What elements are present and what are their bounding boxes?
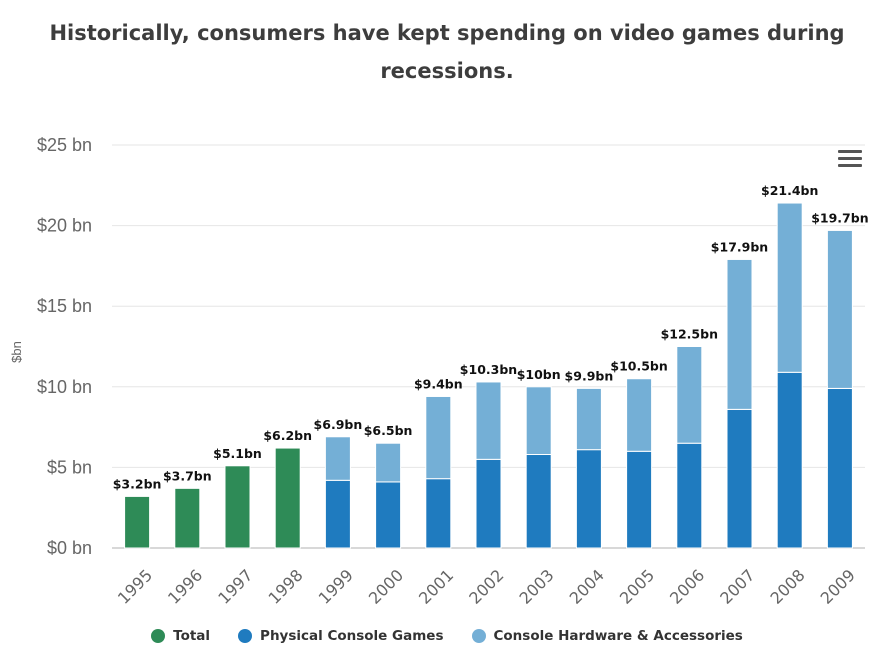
chart-title-line-1: Historically, consumers have kept spendi…	[49, 21, 845, 45]
data-label: $3.7bn	[163, 468, 212, 483]
x-tick-label: 2000	[365, 566, 407, 608]
data-label: $9.4bn	[414, 376, 463, 391]
bar-physical-console-games-2003[interactable]	[525, 454, 552, 549]
x-tick-label: 1996	[164, 566, 206, 608]
bar-physical-console-games-2009[interactable]	[826, 387, 853, 549]
x-tick-label: 2009	[817, 566, 859, 608]
data-label: $6.2bn	[263, 428, 312, 443]
bar-physical-console-games-2006[interactable]	[676, 442, 703, 549]
data-label: $19.7bn	[811, 210, 868, 225]
data-label: $5.1bn	[213, 446, 262, 461]
hamburger-menu-icon-line	[838, 157, 862, 160]
bar-console-hardware-accessories-2007[interactable]	[726, 258, 753, 410]
legend-item-console-hardware-accessories[interactable]: Console Hardware & Accessories	[471, 628, 743, 644]
data-label: $3.2bn	[113, 476, 162, 491]
x-tick-label: 1995	[114, 566, 156, 608]
y-tick-label: $15 bn	[37, 296, 92, 316]
x-tick-label: 1998	[264, 566, 306, 608]
data-labels: $3.2bn$3.7bn$5.1bn$6.2bn$6.9bn $6.5bn $9.4…	[113, 183, 869, 491]
bar-console-hardware-accessories-2002[interactable]	[475, 381, 502, 460]
bar-console-hardware-accessories-2003[interactable]	[525, 386, 552, 456]
legend-label: Total	[173, 628, 211, 644]
bar-physical-console-games-2002[interactable]	[475, 458, 502, 549]
data-label: $10bn	[517, 367, 561, 382]
x-tick-label: 2007	[716, 566, 758, 608]
bar-total-1997[interactable]	[224, 465, 251, 549]
legend-item-physical-console-games[interactable]: Physical Console Games	[238, 628, 444, 644]
data-label: $17.9bn	[711, 239, 768, 254]
hamburger-menu-icon-line	[838, 164, 862, 167]
bar-console-hardware-accessories-2001[interactable]	[425, 395, 452, 480]
data-label: $10.5bn	[610, 359, 667, 374]
y-tick-label: $0 bn	[47, 538, 92, 558]
bar-total-1996[interactable]	[174, 487, 201, 549]
bar-physical-console-games-2005[interactable]	[626, 450, 653, 549]
chart-title: Historically, consumers have kept spendi…	[0, 14, 894, 90]
x-tick-label: 1999	[315, 566, 357, 608]
chart-menu-button[interactable]	[838, 150, 862, 172]
bar-physical-console-games-2007[interactable]	[726, 408, 753, 549]
data-label: $12.5bn	[661, 327, 718, 342]
bar-physical-console-games-1999[interactable]	[324, 479, 351, 549]
legend-marker-icon	[471, 629, 486, 643]
x-tick-label: 2002	[465, 566, 507, 608]
hamburger-menu-icon	[838, 150, 862, 153]
legend-label: Console Hardware & Accessories	[493, 628, 743, 644]
y-tick-label: $10 bn	[37, 377, 92, 397]
legend-marker-icon	[151, 629, 166, 643]
bar-console-hardware-accessories-2008[interactable]	[776, 202, 803, 373]
y-tick-label: $5 bn	[47, 457, 92, 477]
bar-total-1995[interactable]	[124, 495, 151, 549]
bar-console-hardware-accessories-2004[interactable]	[575, 387, 602, 451]
bar-physical-console-games-2004[interactable]	[575, 449, 602, 549]
bar-console-hardware-accessories-2006[interactable]	[676, 346, 703, 444]
bar-physical-console-games-2008[interactable]	[776, 371, 803, 549]
x-tick-label: 2003	[515, 566, 557, 608]
x-tick-label: 2001	[415, 566, 457, 608]
legend: Total Physical Console Games Console Har…	[0, 628, 894, 644]
bar-total-1998[interactable]	[274, 447, 301, 549]
legend-item-total[interactable]: Total	[151, 628, 210, 644]
x-tick-label: 2006	[666, 566, 708, 608]
data-label: $9.9bn	[565, 368, 614, 383]
data-label: $10.3bn	[460, 362, 517, 377]
bar-console-hardware-accessories-2000[interactable]	[375, 442, 402, 483]
y-axis-label: $bn	[9, 341, 24, 363]
y-tick-label: $20 bn	[37, 216, 92, 236]
bar-console-hardware-accessories-1999[interactable]	[324, 436, 351, 481]
x-tick-label: 2004	[566, 566, 608, 608]
data-label: $21.4bn	[761, 183, 818, 198]
bars	[124, 202, 853, 549]
x-tick-label: 2008	[766, 566, 808, 608]
x-tick-label: 1997	[214, 566, 256, 608]
bar-console-hardware-accessories-2005[interactable]	[626, 378, 653, 452]
legend-marker-icon	[238, 629, 253, 643]
bar-physical-console-games-2000[interactable]	[375, 481, 402, 549]
x-axis-ticks: 1995 1996 1997 1998 1999 2000 2001 2002 2003 2004…	[114, 566, 859, 608]
bar-physical-console-games-2001[interactable]	[425, 478, 452, 549]
bar-console-hardware-accessories-2009[interactable]	[826, 229, 853, 389]
y-axis-ticks: $0 bn $5 bn $10 bn $15 bn $20 bn $25 bn	[37, 135, 92, 558]
chart-title-line-2: recessions.	[380, 59, 514, 83]
data-label: $6.5bn	[364, 423, 413, 438]
x-tick-label: 2005	[616, 566, 658, 608]
data-label: $6.9bn	[314, 417, 363, 432]
y-tick-label: $25 bn	[37, 135, 92, 155]
legend-label: Physical Console Games	[260, 628, 444, 644]
